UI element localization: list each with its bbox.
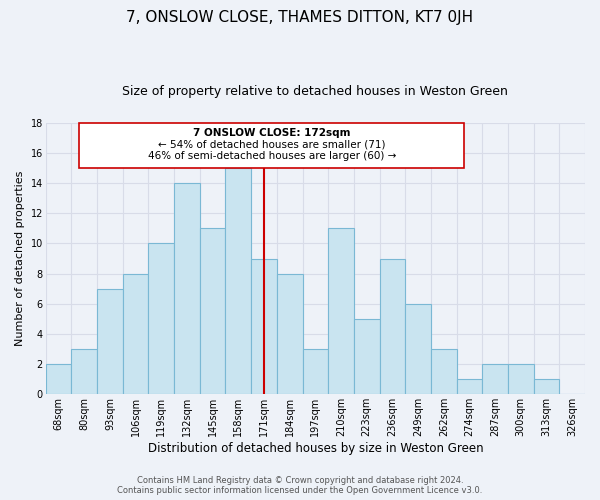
Bar [148, 244, 174, 394]
Text: 7, ONSLOW CLOSE, THAMES DITTON, KT7 0JH: 7, ONSLOW CLOSE, THAMES DITTON, KT7 0JH [127, 10, 473, 25]
Text: Contains HM Land Registry data © Crown copyright and database right 2024.
Contai: Contains HM Land Registry data © Crown c… [118, 476, 482, 495]
Bar [97, 288, 123, 395]
Bar [226, 168, 251, 394]
Bar [200, 228, 226, 394]
Bar [328, 228, 354, 394]
Text: 7 ONSLOW CLOSE: 172sqm: 7 ONSLOW CLOSE: 172sqm [193, 128, 350, 138]
Bar [405, 304, 431, 394]
Bar [482, 364, 508, 394]
Text: 46% of semi-detached houses are larger (60) →: 46% of semi-detached houses are larger (… [148, 152, 396, 162]
Bar [71, 349, 97, 395]
Bar [123, 274, 148, 394]
Bar [431, 349, 457, 395]
Bar [277, 274, 302, 394]
Bar [46, 364, 71, 394]
FancyBboxPatch shape [79, 123, 464, 168]
Bar [508, 364, 533, 394]
Bar [380, 258, 405, 394]
Title: Size of property relative to detached houses in Weston Green: Size of property relative to detached ho… [122, 85, 508, 98]
Bar [174, 183, 200, 394]
X-axis label: Distribution of detached houses by size in Weston Green: Distribution of detached houses by size … [148, 442, 483, 455]
Bar [302, 349, 328, 395]
Text: ← 54% of detached houses are smaller (71): ← 54% of detached houses are smaller (71… [158, 140, 385, 149]
Bar [354, 319, 380, 394]
Bar [533, 379, 559, 394]
Bar [457, 379, 482, 394]
Bar [251, 258, 277, 394]
Y-axis label: Number of detached properties: Number of detached properties [15, 171, 25, 346]
